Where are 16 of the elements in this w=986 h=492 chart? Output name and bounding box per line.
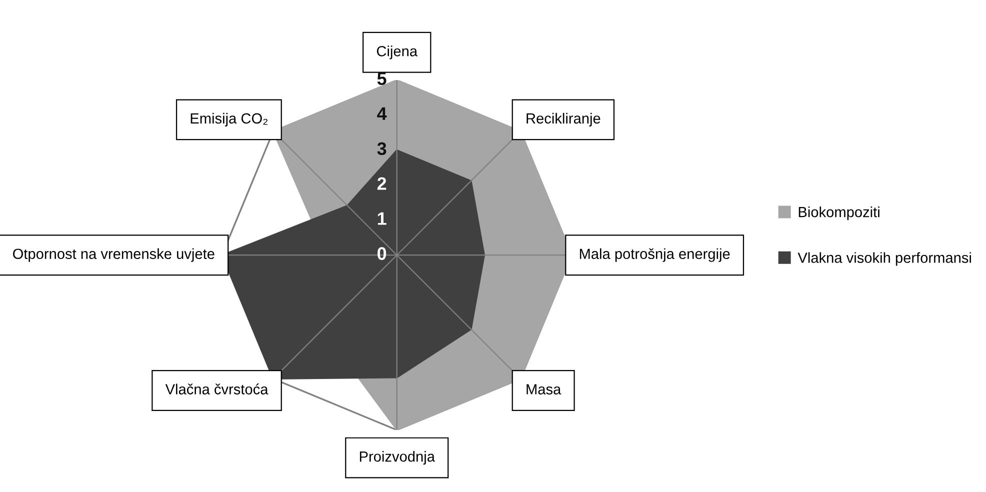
spoke-label: Vlačna čvrstoća (165, 384, 268, 394)
y-tick-label: 5 (377, 72, 386, 86)
spoke-label: Masa (526, 384, 562, 394)
y-tick-label: 1 (378, 212, 386, 225)
spoke-label: Mala potrošnja energije (580, 248, 730, 262)
spoke-label: Cijena (376, 46, 418, 60)
spoke-label: Otpornost na vremenske uvjete (13, 248, 214, 262)
y-tick-label: 3 (377, 142, 386, 156)
y-tick-label: 0 (378, 247, 386, 260)
legend-label: Biokompoziti (798, 206, 880, 220)
spoke-label: Recikliranje (526, 112, 600, 126)
legend-label: Vlakna visokih performansi (798, 252, 971, 266)
y-tick-label: 2 (377, 177, 386, 190)
spoke-label: Proizvodnja (360, 450, 435, 465)
spoke-label: Emisija CO₂ (190, 112, 268, 126)
y-tick-label: 4 (377, 107, 387, 120)
